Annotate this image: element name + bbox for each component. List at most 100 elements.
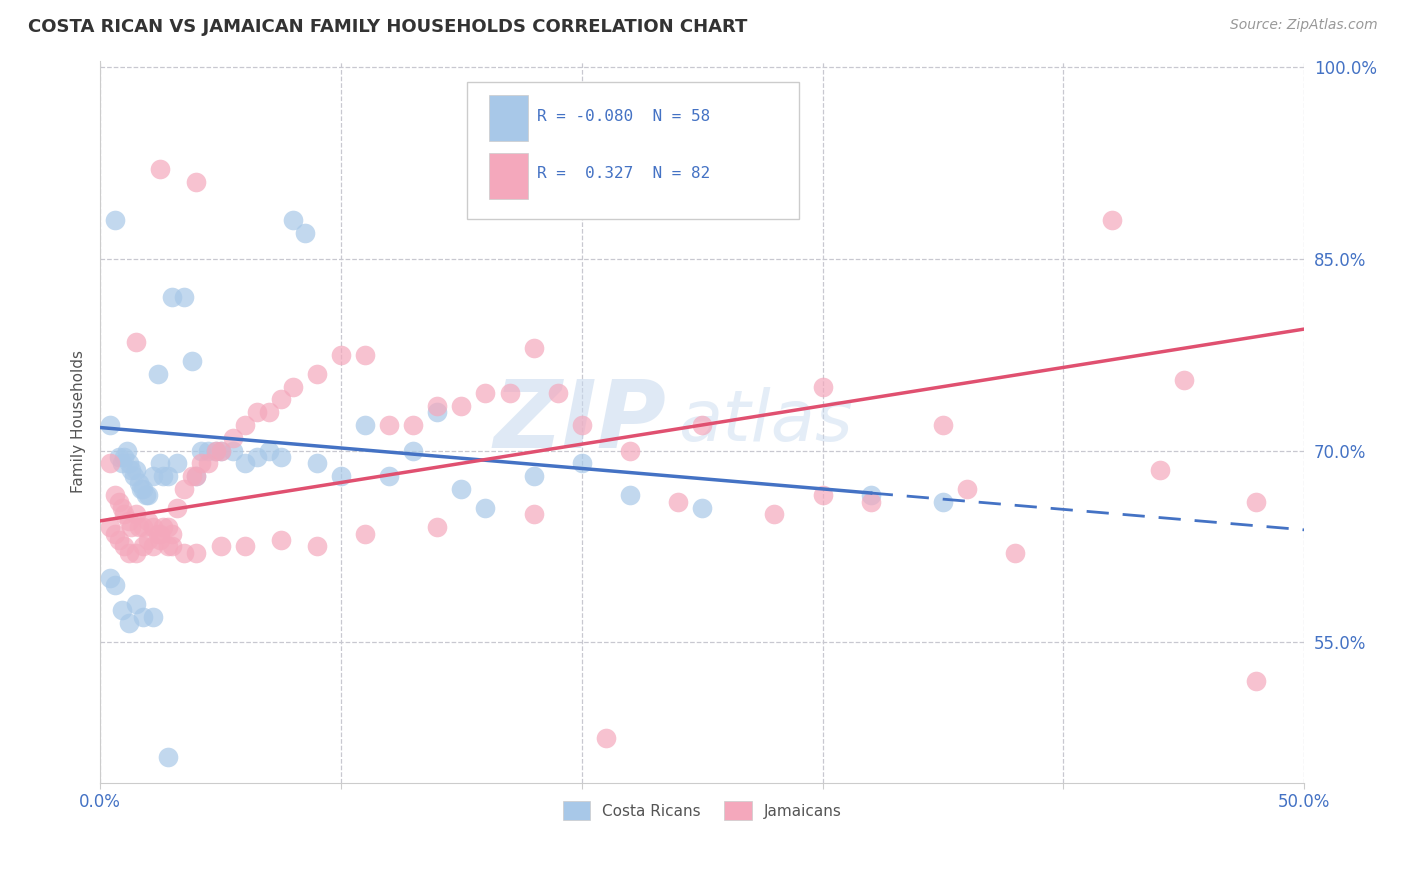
Point (120, 520, 142, 534)
Point (118, 546, 141, 560)
Point (98, 571, 121, 585)
Point (246, 405, 269, 419)
Point (329, 348, 352, 362)
Point (305, 540, 328, 554)
Point (246, 450, 269, 464)
Point (112, 450, 135, 464)
Point (305, 456, 328, 470)
Point (103, 578, 125, 592)
Legend: Costa Ricans, Jamaicans: Costa Ricans, Jamaicans (557, 795, 848, 826)
Point (690, 501, 713, 516)
Point (125, 597, 148, 611)
Point (209, 540, 232, 554)
Point (402, 443, 425, 458)
Point (162, 290, 184, 304)
Point (426, 405, 449, 419)
Point (166, 501, 188, 516)
Point (426, 520, 449, 534)
Point (186, 175, 208, 189)
Point (233, 456, 256, 470)
Point (305, 367, 328, 381)
Point (125, 546, 148, 560)
Point (115, 443, 138, 458)
Point (190, 456, 212, 470)
Point (197, 456, 219, 470)
Point (103, 488, 125, 502)
Point (294, 226, 316, 240)
Point (118, 514, 141, 528)
Point (146, 526, 169, 541)
Point (270, 533, 292, 547)
Point (270, 392, 292, 407)
Point (619, 488, 641, 502)
Point (142, 540, 165, 554)
Point (125, 463, 148, 477)
Point (111, 603, 134, 617)
Point (197, 443, 219, 458)
Point (281, 213, 304, 227)
Point (173, 290, 195, 304)
Point (125, 334, 148, 349)
Point (354, 526, 377, 541)
Point (859, 494, 882, 508)
Point (98, 520, 121, 534)
Point (173, 546, 195, 560)
Point (142, 469, 165, 483)
Point (257, 443, 280, 458)
Point (402, 417, 425, 432)
Point (111, 456, 134, 470)
Point (932, 494, 955, 508)
Point (186, 469, 208, 483)
Point (233, 417, 256, 432)
Point (257, 405, 280, 419)
Point (162, 540, 184, 554)
Point (118, 456, 141, 470)
Point (690, 417, 713, 432)
Point (571, 456, 593, 470)
Point (103, 213, 125, 227)
Point (142, 520, 165, 534)
Point (221, 431, 243, 445)
Point (111, 501, 134, 516)
Point (378, 469, 401, 483)
Point (190, 443, 212, 458)
Text: atlas: atlas (678, 387, 852, 457)
Point (128, 475, 150, 490)
Point (149, 533, 172, 547)
Point (523, 469, 546, 483)
Point (132, 520, 155, 534)
Point (547, 386, 569, 401)
Point (1149, 463, 1171, 477)
Point (135, 488, 157, 502)
Point (156, 520, 179, 534)
Point (156, 469, 179, 483)
Point (763, 508, 786, 522)
Point (129, 482, 152, 496)
Point (149, 456, 172, 470)
Point (1101, 213, 1123, 227)
Point (166, 456, 188, 470)
Y-axis label: Family Households: Family Households (72, 351, 86, 493)
Point (666, 494, 689, 508)
Point (1244, 673, 1267, 688)
Text: ZIP: ZIP (494, 376, 666, 467)
Point (859, 488, 882, 502)
Point (108, 494, 131, 508)
Point (498, 386, 520, 401)
Point (156, 750, 179, 764)
Point (128, 520, 150, 534)
Point (180, 354, 202, 368)
Point (149, 526, 172, 541)
Point (112, 508, 135, 522)
Point (136, 488, 159, 502)
Point (1244, 494, 1267, 508)
Point (152, 469, 174, 483)
Point (811, 379, 834, 393)
FancyBboxPatch shape (489, 95, 527, 142)
Point (523, 508, 546, 522)
Point (329, 469, 352, 483)
Point (450, 399, 472, 413)
Point (180, 469, 202, 483)
Point (173, 482, 195, 496)
Point (132, 540, 155, 554)
